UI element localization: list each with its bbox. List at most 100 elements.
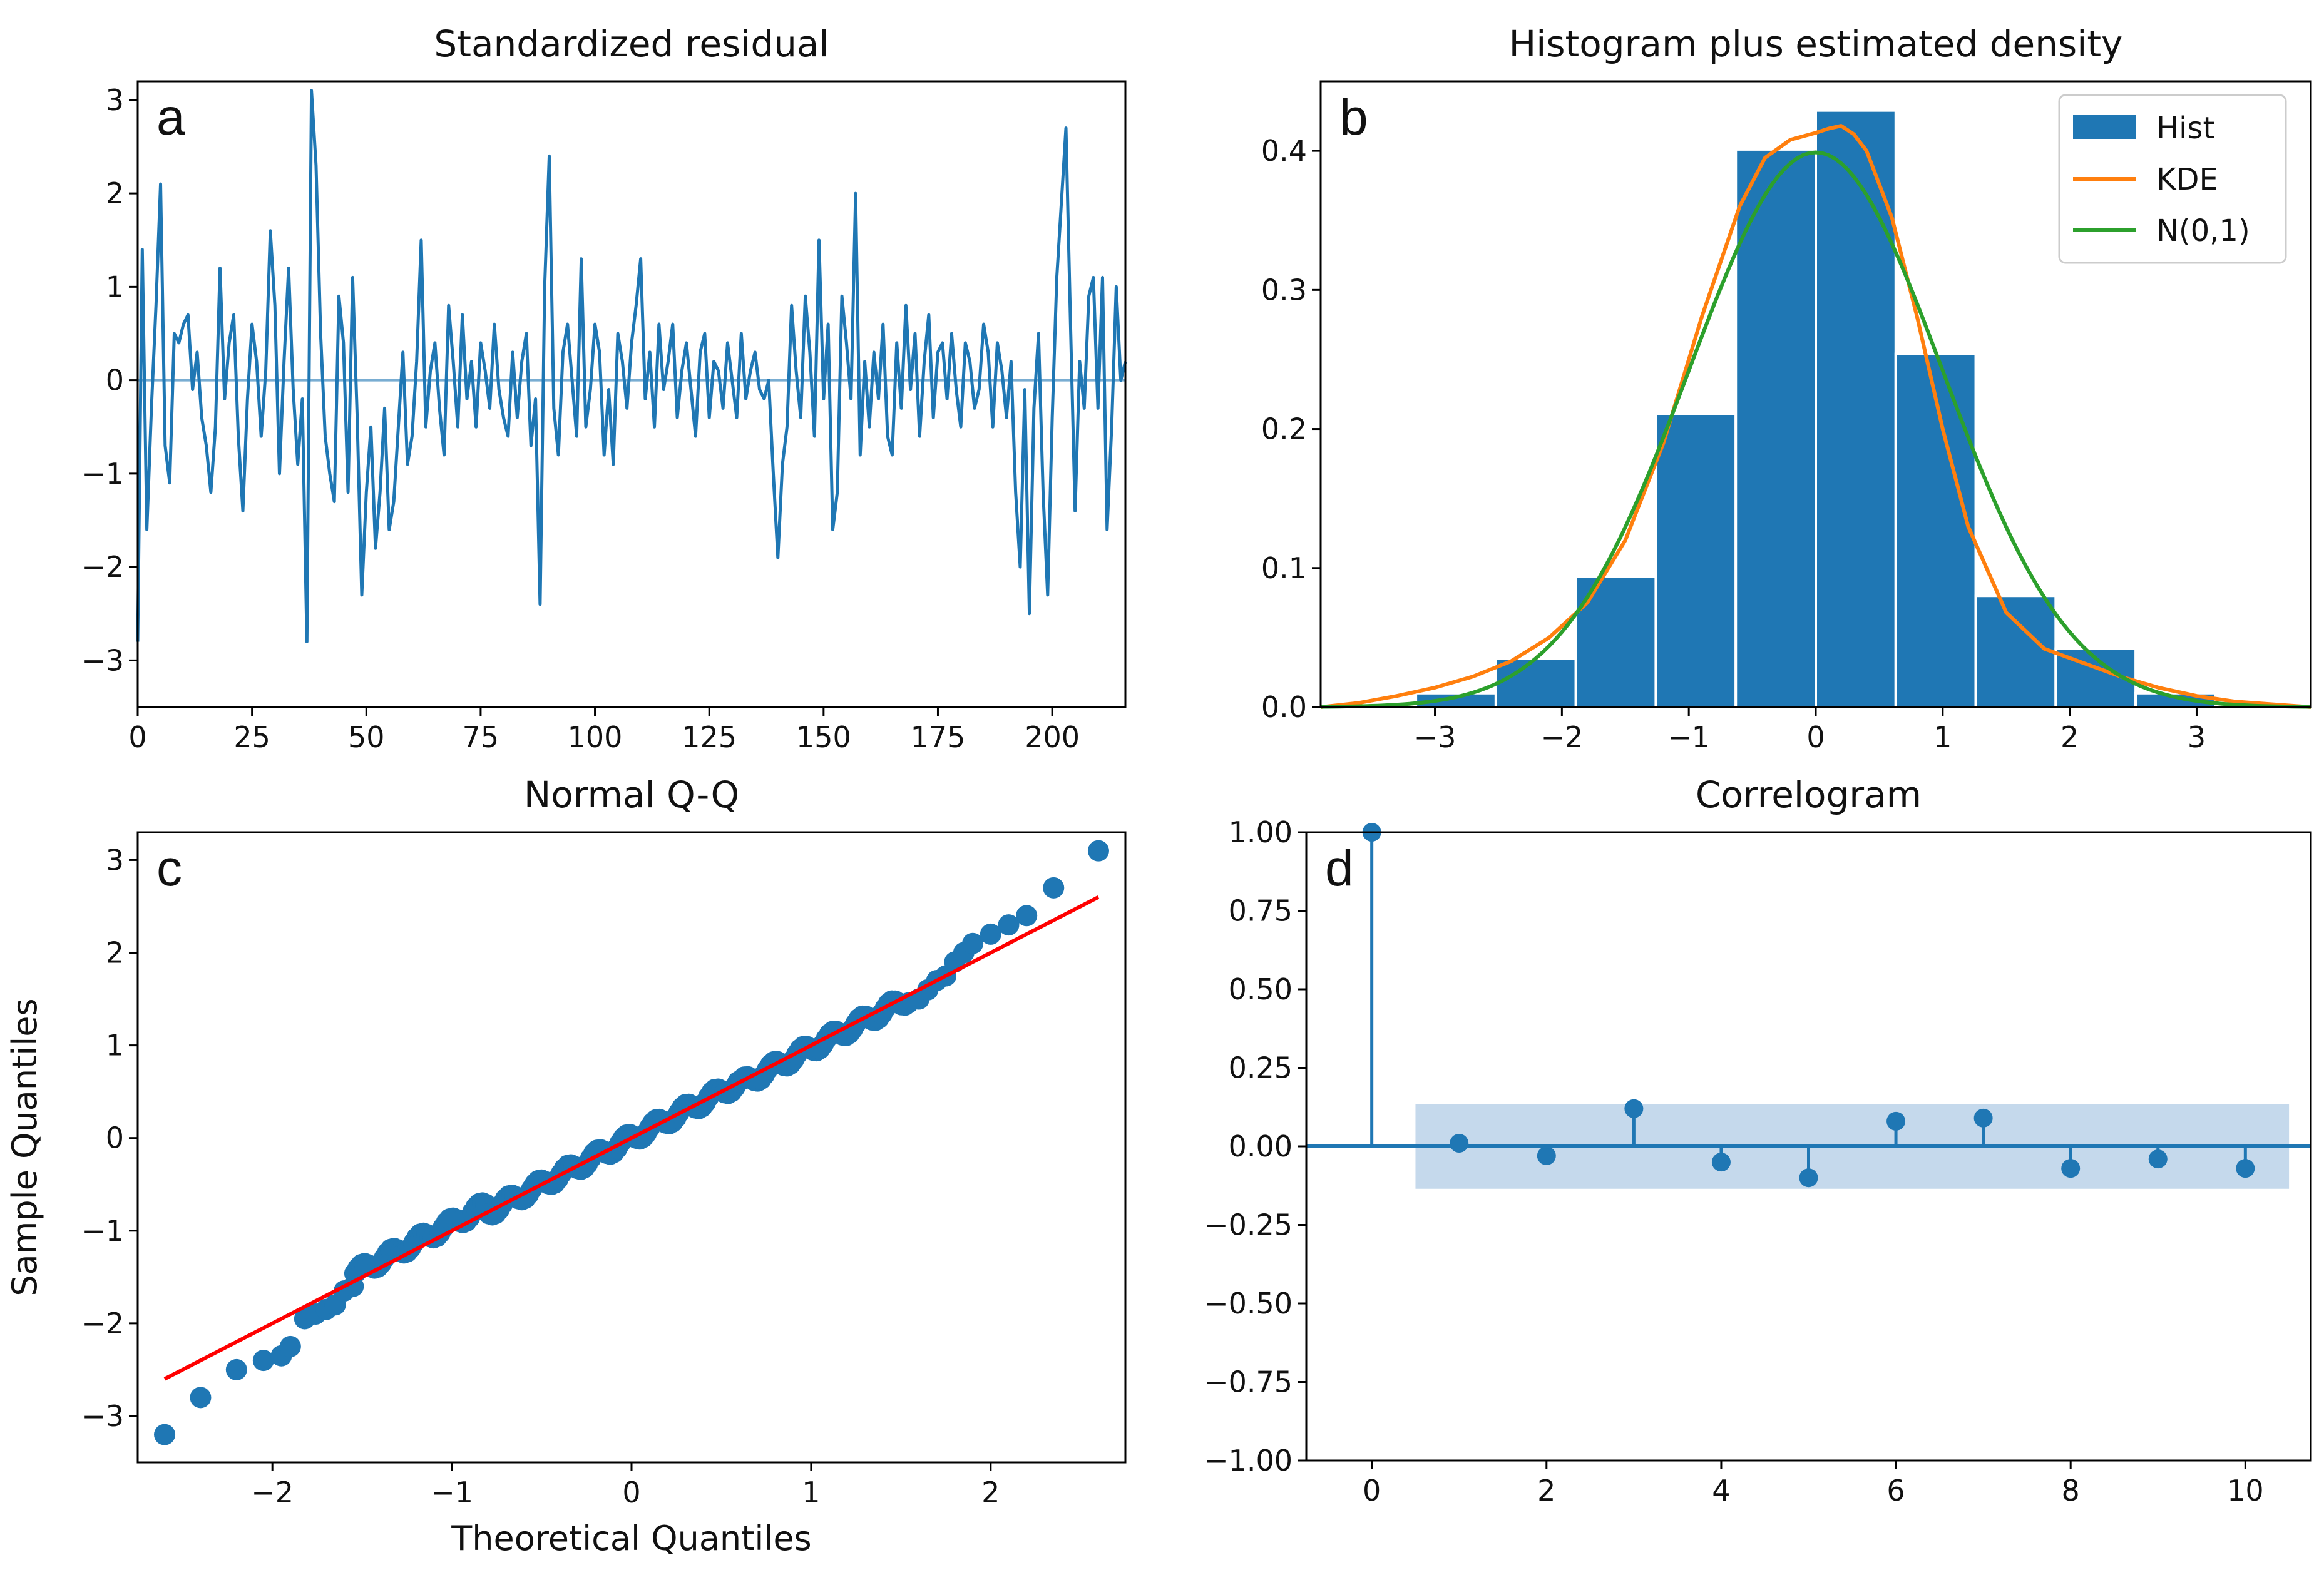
qq-point <box>279 1335 301 1357</box>
y-tick-label: 0.1 <box>1261 551 1307 585</box>
acf-marker <box>1973 1108 1993 1128</box>
y-axis-label: Sample Quantiles <box>5 998 44 1296</box>
x-tick-label: 0 <box>128 720 146 754</box>
qq-point <box>190 1387 212 1409</box>
qq-point <box>998 914 1020 936</box>
y-tick-label: −1 <box>81 457 124 491</box>
y-tick-label: 0 <box>106 1121 124 1155</box>
qq-point <box>1043 877 1065 899</box>
y-tick-label: 0.0 <box>1261 690 1307 724</box>
x-tick-label: 2 <box>2060 720 2079 754</box>
acf-marker <box>2148 1149 2168 1169</box>
legend: Hist KDE N(0,1) <box>2058 94 2287 264</box>
axes-frame <box>136 80 1127 708</box>
y-tick-label: −1.00 <box>1204 1444 1293 1477</box>
residual-series-line <box>136 89 1127 644</box>
y-tick-label: 0.00 <box>1229 1129 1293 1163</box>
hist-bar <box>1974 594 2057 708</box>
acf-marker <box>1450 1133 1469 1153</box>
y-tick-label: 0.25 <box>1229 1051 1293 1085</box>
x-tick-label: 125 <box>682 720 737 754</box>
x-tick-label: 8 <box>2062 1474 2080 1507</box>
x-tick-label: 0 <box>1806 720 1825 754</box>
y-tick-label: 0.2 <box>1261 412 1307 446</box>
y-tick-label: 0.50 <box>1229 972 1293 1006</box>
y-tick-label: 1 <box>106 1029 124 1063</box>
qq-point <box>980 923 1001 945</box>
panel-letter-a: a <box>156 89 185 146</box>
x-tick-label: −3 <box>1414 720 1456 754</box>
y-tick-label: −2 <box>81 1307 124 1340</box>
panel-c: −2 −1 0 1 2 −3 −2 −1 0 1 2 3 Normal Q-Q c Theoretical … <box>5 773 1127 1558</box>
acf-marker <box>1799 1168 1818 1188</box>
hist-bar <box>1734 148 1818 708</box>
qq-point <box>252 1350 274 1372</box>
y-tick-label: −0.50 <box>1204 1287 1293 1320</box>
x-tick-label: 0 <box>1363 1474 1381 1507</box>
x-tick-label: 150 <box>796 720 851 754</box>
qq-point <box>154 1424 176 1445</box>
normal-density-line <box>1320 150 2311 709</box>
chart-title: Histogram plus estimated density <box>1509 23 2123 65</box>
y-tick-label: −2 <box>81 550 124 584</box>
x-tick-label: 1 <box>802 1476 820 1509</box>
x-tick-label: 2 <box>981 1476 1000 1509</box>
x-tick-label: 1 <box>1933 720 1952 754</box>
x-tick-label: 100 <box>568 720 623 754</box>
x-tick-label: 10 <box>2227 1474 2264 1507</box>
x-tick-label: −2 <box>1540 720 1583 754</box>
panel-b: −3 −2 −1 0 1 2 3 0.0 0.1 0.2 0.3 0.4 Histogram plus … <box>1261 23 2312 754</box>
acf-marker <box>1711 1153 1731 1172</box>
x-tick-label: 2 <box>1537 1474 1555 1507</box>
acf-marker <box>1624 1099 1644 1118</box>
y-tick-label: −0.25 <box>1204 1208 1293 1242</box>
acf-marker <box>2061 1159 2081 1178</box>
chart-title: Correlogram <box>1696 773 1922 816</box>
acf-marker <box>1886 1111 1906 1131</box>
y-tick-label: 3 <box>106 843 124 877</box>
panel-letter-b: b <box>1339 89 1368 146</box>
legend-swatch-hist <box>2073 115 2136 139</box>
y-tick-label: 1 <box>106 270 124 303</box>
qq-fit-line <box>163 895 1100 1381</box>
y-tick-label: −0.75 <box>1204 1365 1293 1399</box>
hist-bar <box>1494 657 1577 708</box>
x-tick-label: 25 <box>233 720 270 754</box>
qq-point <box>225 1358 247 1380</box>
y-tick-label: 0.4 <box>1261 134 1307 168</box>
qq-point <box>962 932 984 954</box>
y-tick-label: −3 <box>81 1399 124 1433</box>
y-tick-label: 0 <box>106 364 124 397</box>
x-tick-label: 200 <box>1025 720 1080 754</box>
x-tick-label: 0 <box>622 1476 640 1509</box>
chart-title: Normal Q-Q <box>524 773 739 816</box>
legend-label: N(0,1) <box>2156 213 2250 248</box>
hist-bar <box>1815 109 1897 708</box>
x-tick-label: 4 <box>1712 1474 1730 1507</box>
panel-d: 0 2 4 6 8 10 −1.00 −0.75 −0.50 −0.25 0.00 0.25 0.50 0… <box>1204 773 2312 1507</box>
y-tick-label: 0.75 <box>1229 894 1293 928</box>
chart-title: Standardized residual <box>434 23 829 65</box>
x-axis-label: Theoretical Quantiles <box>451 1519 811 1558</box>
legend-label: Hist <box>2156 111 2214 146</box>
x-tick-label: −1 <box>431 1476 473 1509</box>
qq-point <box>1016 905 1038 927</box>
acf-marker <box>1537 1146 1556 1166</box>
x-tick-label: 3 <box>2188 720 2206 754</box>
x-tick-label: 175 <box>911 720 966 754</box>
qq-point <box>1087 840 1109 862</box>
y-tick-label: −3 <box>81 643 124 677</box>
x-tick-label: −2 <box>251 1476 294 1509</box>
y-tick-label: 3 <box>106 83 124 117</box>
legend-label: KDE <box>2156 162 2218 197</box>
y-tick-label: −1 <box>81 1214 124 1248</box>
panel-letter-c: c <box>156 840 182 897</box>
x-tick-label: 6 <box>1886 1474 1905 1507</box>
y-tick-label: 2 <box>106 176 124 210</box>
hist-bar <box>1654 412 1738 708</box>
y-tick-label: 1.00 <box>1229 815 1293 849</box>
hist-bar <box>1894 352 1977 708</box>
y-tick-label: 2 <box>106 936 124 970</box>
x-tick-label: 75 <box>463 720 499 754</box>
